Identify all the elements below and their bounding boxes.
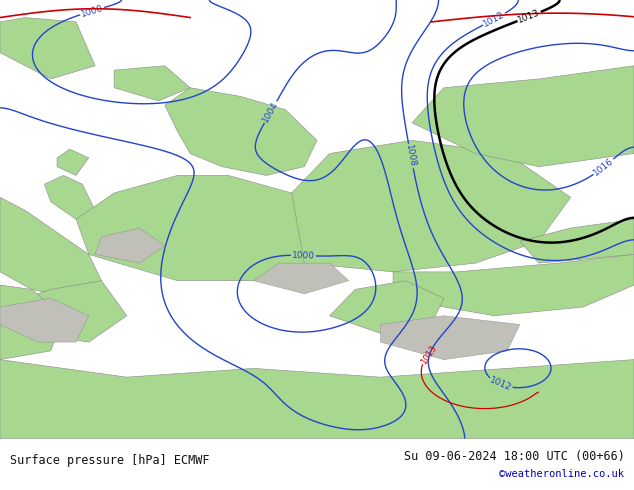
Text: 1016: 1016	[592, 156, 616, 178]
Polygon shape	[330, 281, 444, 333]
Text: 1004: 1004	[261, 100, 280, 124]
Polygon shape	[393, 254, 634, 316]
Text: 1013: 1013	[419, 343, 438, 366]
Polygon shape	[520, 220, 634, 263]
Text: Surface pressure [hPa] ECMWF: Surface pressure [hPa] ECMWF	[10, 454, 209, 467]
Polygon shape	[57, 149, 89, 175]
Polygon shape	[76, 175, 330, 281]
Text: ©weatheronline.co.uk: ©weatheronline.co.uk	[500, 468, 624, 479]
Polygon shape	[0, 18, 95, 79]
Polygon shape	[0, 298, 89, 342]
Text: 1012: 1012	[488, 376, 513, 393]
Polygon shape	[412, 66, 634, 167]
Text: Su 09-06-2024 18:00 UTC (00+66): Su 09-06-2024 18:00 UTC (00+66)	[404, 450, 624, 463]
Polygon shape	[254, 263, 349, 294]
Polygon shape	[44, 175, 95, 220]
Text: 1000: 1000	[292, 251, 315, 260]
Polygon shape	[0, 281, 127, 342]
Polygon shape	[0, 197, 101, 298]
Polygon shape	[380, 316, 520, 360]
Text: 1000: 1000	[80, 3, 105, 19]
Polygon shape	[0, 360, 634, 439]
Text: 1012: 1012	[482, 10, 507, 28]
Polygon shape	[95, 228, 165, 263]
Polygon shape	[114, 66, 190, 101]
Text: 1008: 1008	[404, 144, 417, 168]
Polygon shape	[0, 285, 63, 360]
Polygon shape	[165, 88, 317, 175]
Text: 1013: 1013	[517, 8, 541, 25]
Polygon shape	[292, 140, 571, 272]
